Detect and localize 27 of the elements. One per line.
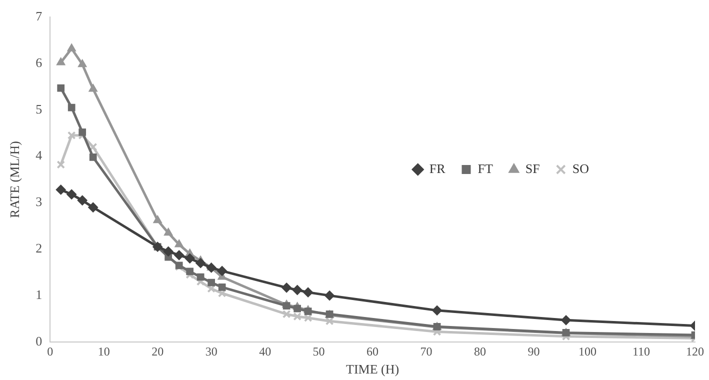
- y-tick-label: 7: [36, 8, 43, 24]
- x-axis-title: TIME (H): [346, 362, 400, 377]
- x-tick-label: 0: [47, 344, 54, 358]
- legend-label: SO: [572, 160, 590, 176]
- x-tick-label: 30: [205, 344, 218, 358]
- x-tick-label: 110: [632, 344, 650, 358]
- x-tick-label: 80: [474, 344, 486, 358]
- y-axis-title: RATE (ML/H): [7, 141, 22, 218]
- x-tick-label: 90: [528, 344, 540, 358]
- x-tick-label: 120: [686, 344, 704, 358]
- y-tick-label: 4: [36, 148, 43, 163]
- legend-label: FT: [478, 160, 493, 176]
- x-tick-label: 100: [578, 344, 597, 358]
- x-tick-label: 10: [98, 344, 110, 358]
- y-tick-label: 2: [36, 240, 42, 256]
- y-tick-label: 3: [36, 194, 42, 210]
- legend-label: FR: [429, 160, 446, 176]
- y-tick-label: 5: [36, 101, 42, 116]
- y-tick-label: 0: [36, 333, 42, 348]
- x-tick-label: 20: [152, 344, 164, 358]
- y-tick-label: 6: [36, 54, 43, 70]
- legend-label: SF: [525, 160, 540, 176]
- x-tick-label: 60: [366, 344, 379, 358]
- x-tick-label: 50: [312, 344, 325, 358]
- y-tick-label: 1: [36, 286, 42, 302]
- x-tick-label: 70: [420, 344, 432, 358]
- x-tick-label: 40: [259, 344, 272, 358]
